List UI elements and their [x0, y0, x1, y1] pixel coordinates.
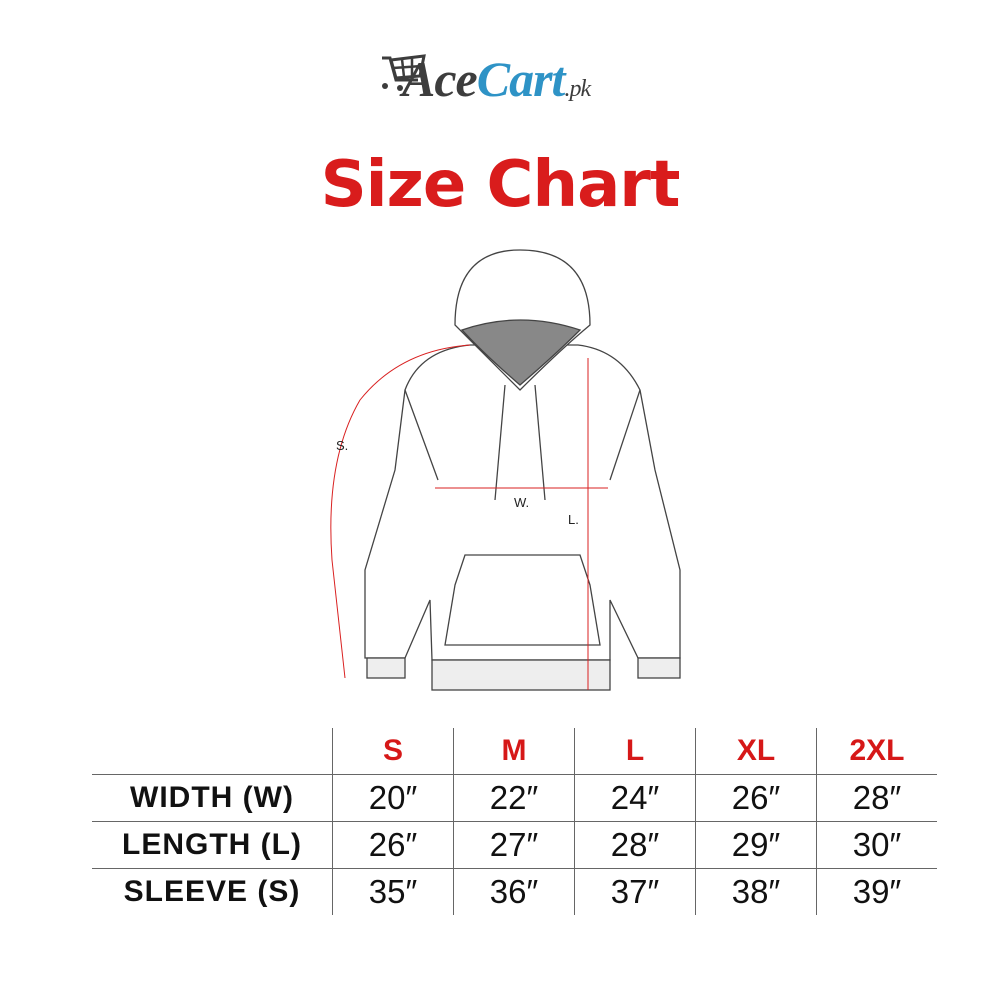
table-cell: 28″ — [816, 774, 937, 822]
brand-logo: AceCart.pk — [380, 48, 650, 118]
size-table: S M L XL 2XL WIDTH (W) 20″ 22″ 24″ 26″ 2… — [92, 728, 937, 915]
row-label: LENGTH (L) — [92, 821, 333, 869]
shopping-cart-icon — [382, 54, 426, 91]
hoodie-pocket — [444, 554, 601, 646]
brand-suffix: .pk — [564, 76, 591, 102]
table-cell: 30″ — [816, 821, 937, 869]
table-cell: 26″ — [695, 774, 817, 822]
brand-name-ace: Ace — [402, 51, 478, 107]
size-2xl: 2XL — [816, 728, 937, 775]
size-header-row: S M L XL 2XL — [92, 728, 937, 775]
table-row: LENGTH (L) 26″ 27″ 28″ 29″ 30″ — [92, 821, 937, 869]
width-label: W. — [514, 495, 529, 510]
table-cell: 29″ — [695, 821, 817, 869]
table-cell: 26″ — [332, 821, 454, 869]
table-row: WIDTH (W) 20″ 22″ 24″ 26″ 28″ — [92, 774, 937, 822]
table-cell: 39″ — [816, 868, 937, 915]
table-row: SLEEVE (S) 35″ 36″ 37″ 38″ 39″ — [92, 868, 937, 915]
row-label: SLEEVE (S) — [92, 868, 333, 915]
row-label: WIDTH (W) — [92, 774, 333, 822]
page-title: Size Chart — [320, 148, 681, 222]
size-xl: XL — [695, 728, 817, 775]
size-s: S — [332, 728, 454, 775]
table-cell: 20″ — [332, 774, 454, 822]
table-cell: 37″ — [574, 868, 696, 915]
table-cell: 36″ — [453, 868, 575, 915]
table-cell: 24″ — [574, 774, 696, 822]
table-cell: 38″ — [695, 868, 817, 915]
size-m: M — [453, 728, 575, 775]
table-cell: 22″ — [453, 774, 575, 822]
size-l: L — [574, 728, 696, 775]
table-cell: 27″ — [453, 821, 575, 869]
table-cell: 35″ — [332, 868, 454, 915]
table-cell: 28″ — [574, 821, 696, 869]
hoodie-diagram: S. W. L. — [330, 249, 681, 691]
brand-name-cart: Cart — [476, 51, 566, 107]
sleeve-label: S. — [336, 438, 348, 453]
length-label: L. — [568, 512, 579, 527]
sleeve-measure-line — [330, 344, 471, 679]
